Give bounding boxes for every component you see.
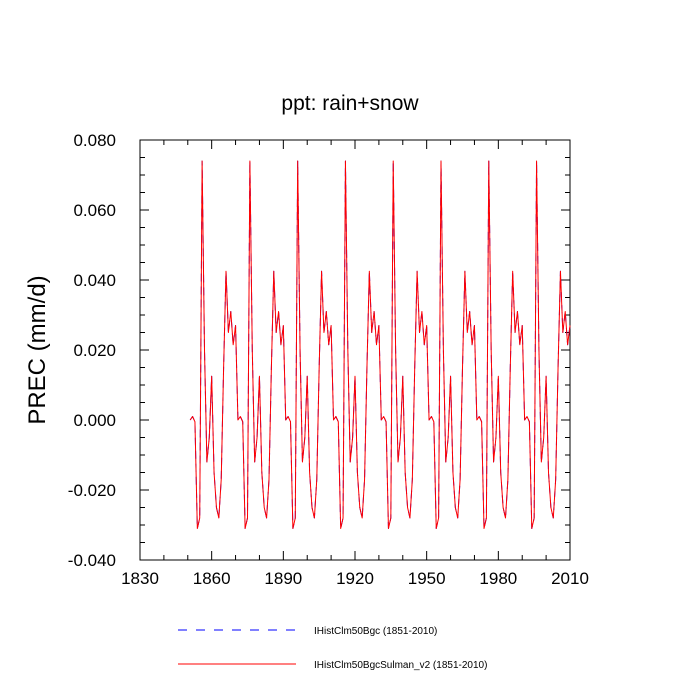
y-tick-label: 0.020 <box>73 341 116 360</box>
y-tick-label: -0.020 <box>68 481 116 500</box>
y-axis-tick-labels: -0.040 -0.020 0.000 0.020 0.040 0.060 0.080 <box>68 131 116 570</box>
y-tick-label: -0.040 <box>68 551 116 570</box>
y-tick-label: 0.000 <box>73 411 116 430</box>
x-tick-label: 1920 <box>336 569 374 588</box>
x-tick-label: 1980 <box>479 569 517 588</box>
legend-label-1: IHistClm50Bgc (1851-2010) <box>314 626 437 637</box>
data-series <box>189 160 571 529</box>
y-tick-label: 0.040 <box>73 271 116 290</box>
y-tick-label: 0.080 <box>73 131 116 150</box>
x-axis-tick-labels: 1830 1860 1890 1920 1950 1980 2010 <box>121 569 589 588</box>
series-line-1 <box>189 160 571 529</box>
x-tick-label: 1950 <box>408 569 446 588</box>
legend: IHistClm50Bgc (1851-2010) IHistClm50BgcSu… <box>178 626 487 671</box>
x-tick-label: 1860 <box>193 569 231 588</box>
x-tick-label: 1830 <box>121 569 159 588</box>
y-tick-label: 0.060 <box>73 201 116 220</box>
x-tick-label: 1890 <box>264 569 302 588</box>
x-tick-label: 2010 <box>551 569 589 588</box>
chart-title: ppt: rain+snow <box>281 92 419 115</box>
legend-label-2: IHistClm50BgcSulman_v2 (1851-2010) <box>314 660 487 671</box>
series-line-2 <box>189 160 571 529</box>
axis-ticks <box>139 139 571 561</box>
y-axis-label: PREC (mm/d) <box>24 275 51 424</box>
